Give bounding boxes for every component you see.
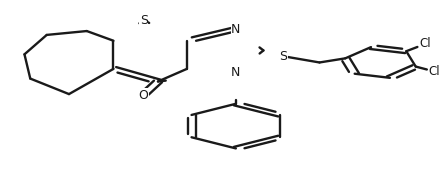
Text: O: O [138, 88, 148, 102]
Text: N: N [231, 23, 241, 36]
Text: S: S [140, 14, 148, 27]
Text: Cl: Cl [419, 37, 431, 50]
Text: Cl: Cl [429, 65, 440, 78]
Text: N: N [231, 66, 241, 79]
Text: S: S [279, 50, 287, 63]
